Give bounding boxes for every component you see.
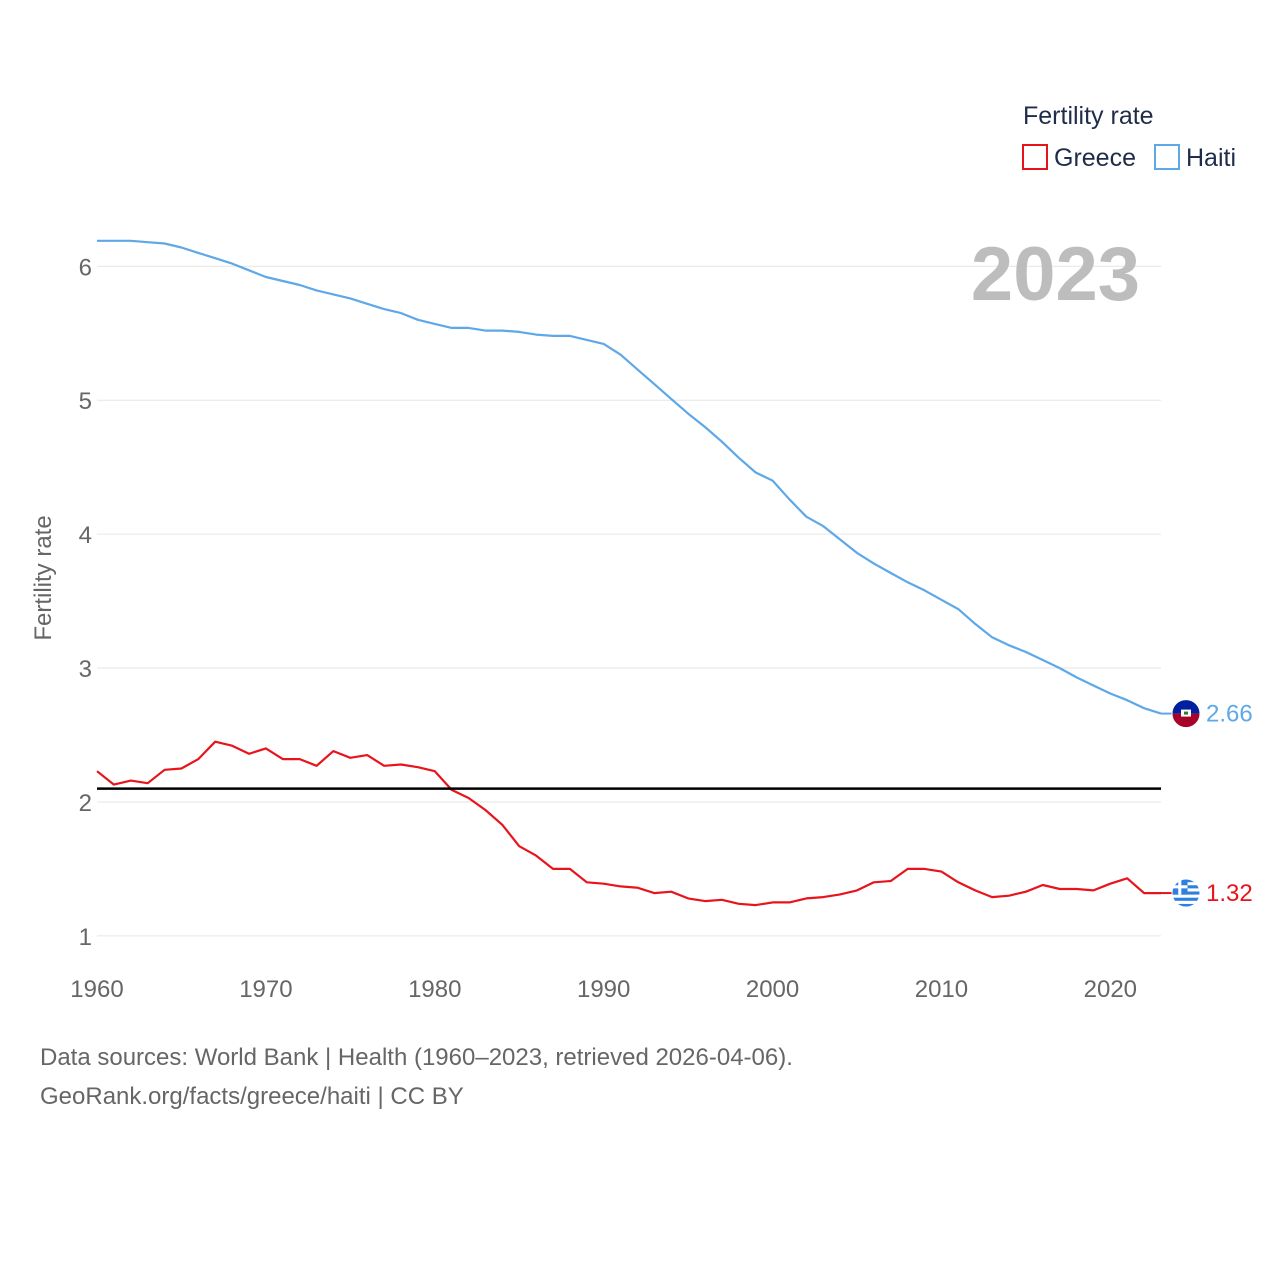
- legend-label-greece: Greece: [1054, 144, 1136, 172]
- x-tick-label: 2000: [746, 976, 799, 1003]
- series-end-markers: 1.32 2.66: [1161, 699, 1253, 908]
- attribution-link[interactable]: GeoRank.org/facts/greece/haiti | CC BY: [40, 1083, 464, 1110]
- legend-title: Fertility rate: [1023, 102, 1154, 130]
- x-tick-label: 1990: [577, 976, 630, 1003]
- x-tick-label: 2020: [1084, 976, 1137, 1003]
- y-tick-label: 2: [79, 790, 92, 817]
- data-source-text: Data sources: World Bank | Health (1960–…: [40, 1044, 793, 1071]
- flag-border: [1171, 878, 1201, 908]
- gridlines: [97, 265, 1161, 937]
- end-value-label-greece: 1.32: [1206, 880, 1253, 907]
- x-tick-label: 1980: [408, 976, 461, 1003]
- legend-item-haiti[interactable]: Haiti: [1154, 144, 1236, 172]
- haiti-flag-icon: [1172, 699, 1200, 728]
- legend-item-greece[interactable]: Greece: [1022, 144, 1136, 172]
- y-tick-label: 1: [79, 924, 92, 951]
- y-tick-label: 6: [79, 254, 92, 281]
- series-line-haiti[interactable]: [97, 239, 1162, 715]
- legend-swatch-haiti: [1154, 144, 1180, 170]
- y-tick-label: 3: [79, 656, 92, 683]
- legend-label-haiti: Haiti: [1186, 144, 1236, 172]
- flag-border: [1171, 699, 1201, 729]
- x-axis-ticks: 1960 1970 1980 1990 2000 2010 2020: [70, 976, 1137, 1003]
- x-tick-label: 1960: [70, 976, 123, 1003]
- year-label: 2023: [971, 232, 1140, 317]
- series-line-greece[interactable]: [96, 740, 1161, 907]
- legend: Fertility rate Greece Haiti: [1022, 102, 1236, 172]
- y-tick-label: 4: [79, 522, 92, 549]
- y-tick-label: 5: [79, 388, 92, 415]
- series-lines: [96, 239, 1162, 907]
- x-tick-label: 1970: [239, 976, 292, 1003]
- legend-swatch-greece: [1022, 144, 1048, 170]
- x-tick-label: 2010: [915, 976, 968, 1003]
- y-axis-ticks: 1 2 3 4 5 6: [79, 254, 92, 951]
- end-value-label-haiti: 2.66: [1206, 701, 1253, 728]
- y-axis-title: Fertility rate: [30, 515, 57, 640]
